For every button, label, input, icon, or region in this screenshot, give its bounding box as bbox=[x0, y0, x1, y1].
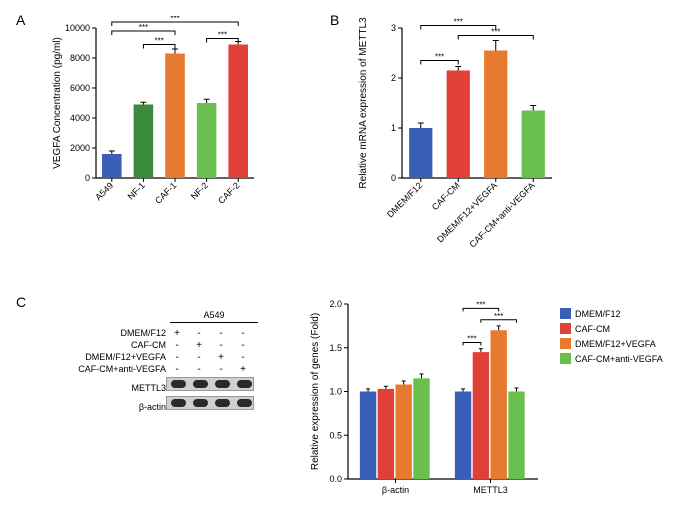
svg-text:METTL3: METTL3 bbox=[473, 485, 508, 495]
wb-condition-row: CAF-CM-+-- bbox=[40, 338, 290, 350]
wb-pm: - bbox=[166, 364, 188, 376]
svg-text:***: *** bbox=[170, 16, 179, 23]
svg-text:CAF-2: CAF-2 bbox=[216, 180, 241, 205]
legend-item: DMEM/F12+VEGFA bbox=[560, 338, 663, 349]
panel-a-chart: 0 2000 4000 6000 8000 10000VEGFA Concentratio… bbox=[40, 16, 300, 276]
panel-b-label: B bbox=[330, 12, 339, 28]
bar bbox=[473, 352, 489, 479]
bar bbox=[491, 330, 507, 479]
svg-text:VEGFA Concentration (pg/ml): VEGFA Concentration (pg/ml) bbox=[52, 37, 63, 169]
svg-text:6000: 6000 bbox=[70, 83, 90, 93]
svg-text:***: *** bbox=[467, 335, 476, 344]
svg-text:CAF-1: CAF-1 bbox=[153, 180, 178, 205]
svg-text:NF-1: NF-1 bbox=[126, 180, 147, 201]
svg-text:CAF-CM: CAF-CM bbox=[430, 180, 462, 212]
svg-text:1.0: 1.0 bbox=[329, 387, 342, 397]
wb-band-row: β-actin bbox=[40, 396, 290, 412]
svg-text:CAF-CM+anti-VEGFA: CAF-CM+anti-VEGFA bbox=[468, 180, 537, 249]
legend-item: DMEM/F12 bbox=[560, 308, 663, 319]
svg-text:Relative mRNA expression of ME: Relative mRNA expression of METTL3 bbox=[358, 17, 369, 189]
legend-label: CAF-CM+anti-VEGFA bbox=[575, 354, 663, 364]
wb-pm: + bbox=[232, 364, 254, 376]
bar bbox=[447, 71, 470, 179]
svg-text:***: *** bbox=[476, 300, 485, 309]
wb-pm: - bbox=[210, 364, 232, 376]
svg-text:0.0: 0.0 bbox=[329, 474, 342, 484]
svg-text:***: *** bbox=[435, 53, 444, 62]
svg-text:***: *** bbox=[155, 37, 164, 46]
bar bbox=[522, 111, 545, 179]
panel-c-chart: 0.0 0.5 1.0 1.5 2.0 Relative expression of ge… bbox=[300, 294, 560, 518]
svg-text:10000: 10000 bbox=[65, 23, 90, 33]
wb-condition-row: DMEM/F12+VEGFA--+- bbox=[40, 350, 290, 362]
legend-swatch bbox=[560, 323, 571, 334]
legend-label: DMEM/F12 bbox=[575, 309, 621, 319]
svg-text:2: 2 bbox=[391, 73, 396, 83]
svg-text:8000: 8000 bbox=[70, 53, 90, 63]
legend-label: DMEM/F12+VEGFA bbox=[575, 339, 656, 349]
svg-text:DMEM/F12: DMEM/F12 bbox=[385, 180, 424, 219]
legend-label: CAF-CM bbox=[575, 324, 610, 334]
wb-condition-row: CAF-CM+anti-VEGFA---+ bbox=[40, 362, 290, 374]
svg-text:1.5: 1.5 bbox=[329, 343, 342, 353]
panel-a-label: A bbox=[16, 12, 25, 28]
svg-text:***: *** bbox=[139, 23, 148, 32]
legend-swatch bbox=[560, 353, 571, 364]
legend-swatch bbox=[560, 338, 571, 349]
svg-text:1: 1 bbox=[391, 123, 396, 133]
panel-c-label: C bbox=[16, 294, 26, 310]
panel-c-legend: DMEM/F12 CAF-CM DMEM/F12+VEGFA CAF-CM+anti-… bbox=[560, 308, 663, 368]
bar bbox=[165, 54, 185, 179]
svg-text:2.0: 2.0 bbox=[329, 299, 342, 309]
svg-text:4000: 4000 bbox=[70, 113, 90, 123]
bar bbox=[360, 392, 376, 480]
legend-item: CAF-CM bbox=[560, 323, 663, 334]
bar bbox=[228, 45, 248, 179]
svg-text:0: 0 bbox=[391, 173, 396, 183]
svg-text:0.5: 0.5 bbox=[329, 430, 342, 440]
wb-cell-line: A549 bbox=[170, 310, 258, 323]
svg-text:3: 3 bbox=[391, 23, 396, 33]
legend-swatch bbox=[560, 308, 571, 319]
bar bbox=[134, 105, 154, 179]
wb-pm: - bbox=[188, 364, 210, 376]
bar bbox=[396, 385, 412, 480]
legend-item: CAF-CM+anti-VEGFA bbox=[560, 353, 663, 364]
svg-text:***: *** bbox=[218, 31, 227, 40]
bar bbox=[508, 392, 524, 480]
bar bbox=[484, 51, 507, 179]
bar bbox=[409, 128, 432, 178]
svg-text:0: 0 bbox=[85, 173, 90, 183]
wb-condition-row: DMEM/F12+--- bbox=[40, 326, 290, 338]
western-blot: A549 DMEM/F12+---CAF-CM-+--DMEM/F12+VEGFA… bbox=[40, 310, 290, 412]
bar bbox=[378, 389, 394, 479]
bar bbox=[413, 378, 429, 479]
svg-text:β-actin: β-actin bbox=[382, 485, 409, 495]
bar bbox=[102, 154, 122, 178]
svg-text:Relative expression of genes (: Relative expression of genes (Fold) bbox=[310, 313, 321, 470]
wb-band-row: METTL3 bbox=[40, 377, 290, 393]
svg-text:***: *** bbox=[454, 18, 463, 27]
svg-text:2000: 2000 bbox=[70, 143, 90, 153]
panel-b-chart: 0 1 2 3 Relative mRNA expression of METTL3 DM… bbox=[350, 16, 620, 276]
bar bbox=[455, 392, 471, 480]
svg-text:NF-2: NF-2 bbox=[189, 180, 210, 201]
bar bbox=[197, 103, 217, 178]
svg-text:A549: A549 bbox=[93, 180, 115, 202]
svg-text:***: *** bbox=[494, 312, 503, 321]
